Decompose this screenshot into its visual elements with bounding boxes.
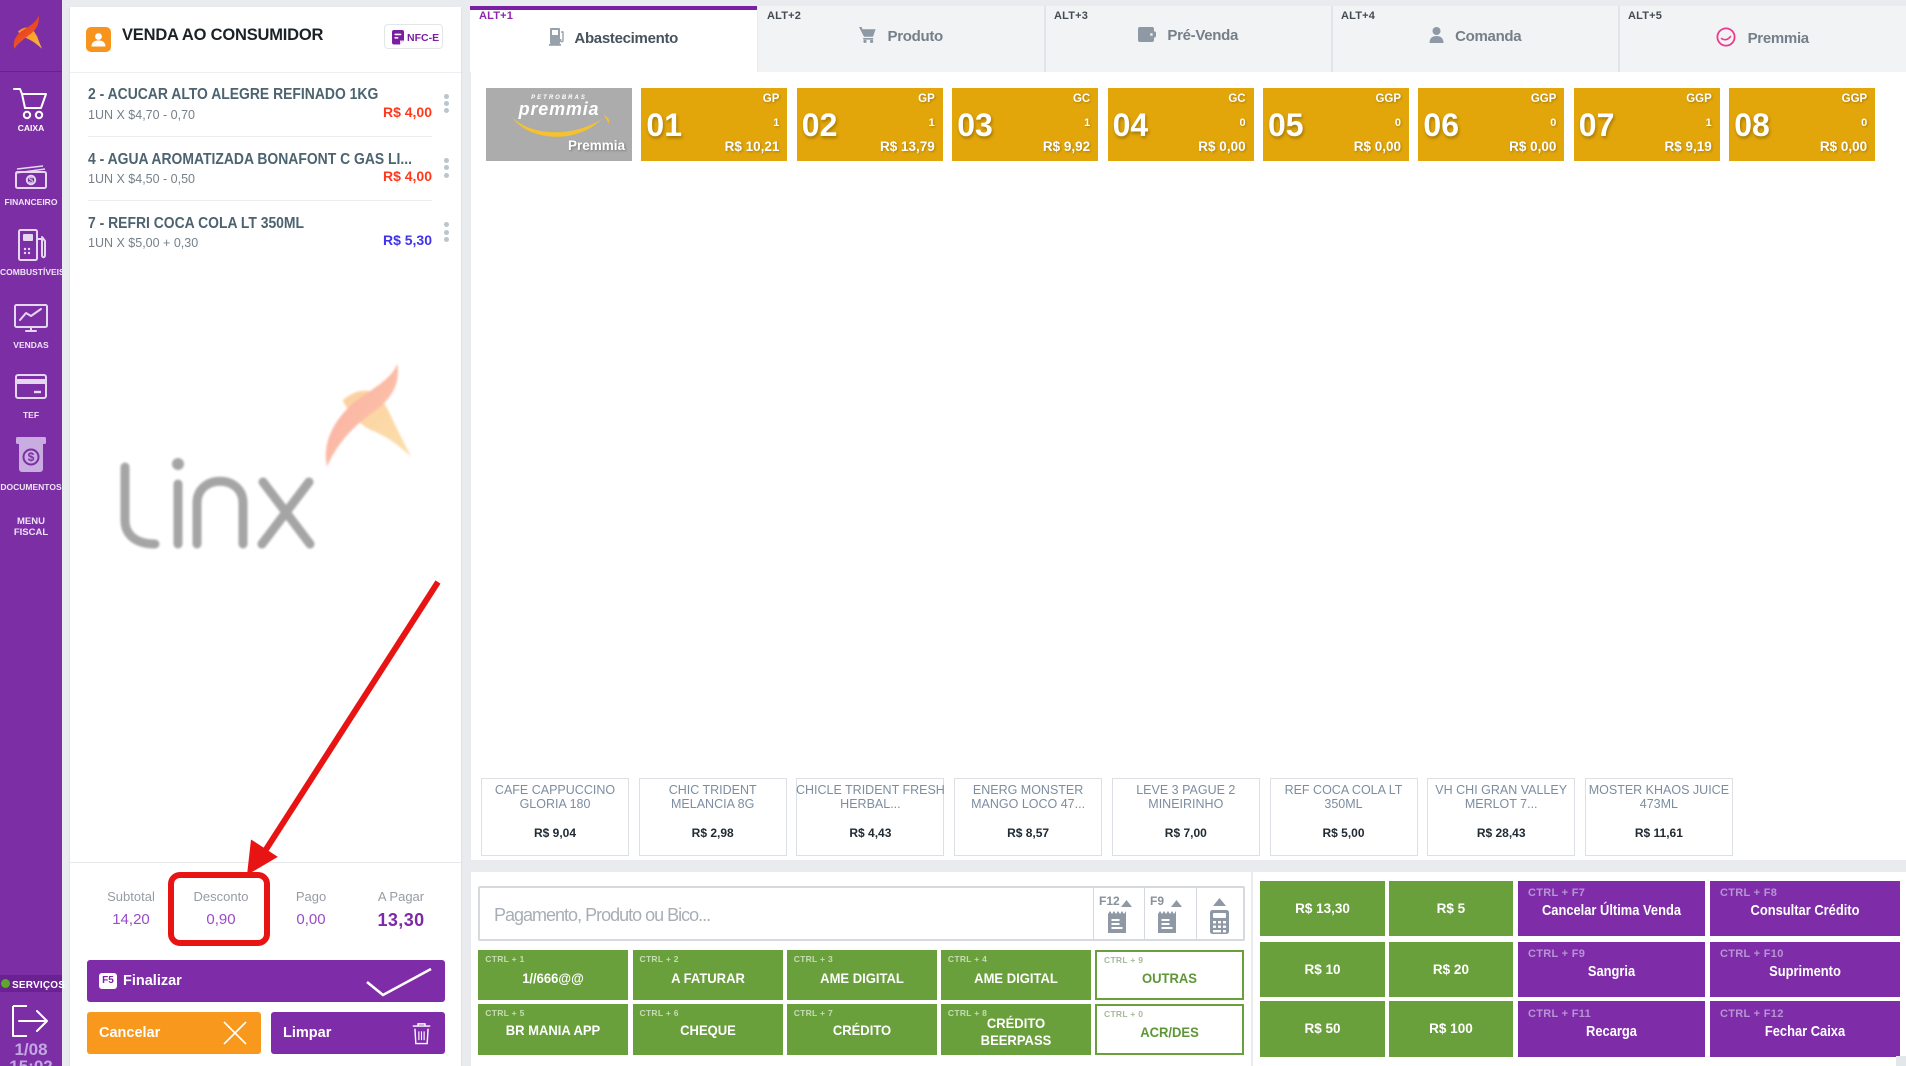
svg-text:$: $ (29, 176, 34, 185)
svg-text:$: $ (28, 450, 35, 464)
